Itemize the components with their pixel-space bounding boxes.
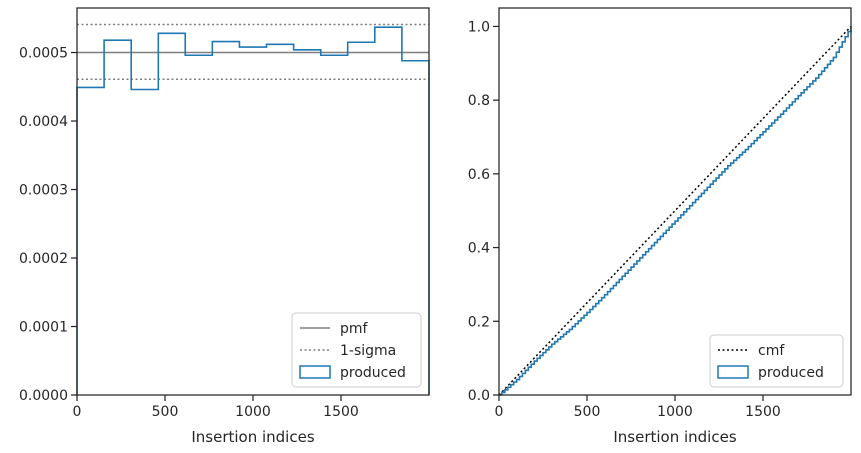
y-tick-label: 0.0004	[19, 114, 68, 130]
legend-label: cmf	[758, 343, 785, 359]
x-tick-label: 1000	[657, 404, 693, 420]
y-tick-label: 0.0002	[19, 251, 68, 267]
produced-cumulative-line	[499, 26, 852, 396]
cmf-line	[498, 25, 852, 396]
y-tick-label: 0.2	[468, 314, 490, 330]
x-axis-label: Insertion indices	[613, 428, 736, 446]
y-tick-label: 0.0003	[19, 183, 68, 199]
y-tick-label: 0.8	[468, 93, 490, 109]
y-tick-label: 0.0005	[19, 46, 68, 62]
legend: cmf produced	[709, 334, 844, 388]
legend: pmf 1-sigma produced	[291, 312, 422, 388]
x-tick-label: 1500	[323, 404, 359, 420]
y-tick-label: 1.0	[468, 19, 490, 35]
y-tick-label: 0.6	[468, 167, 490, 183]
x-tick-label: 1500	[745, 404, 781, 420]
x-tick-label: 500	[574, 404, 601, 420]
y-tick-label: 0.4	[468, 241, 490, 257]
left-chart-panel: 0 500 1000 1500 0.0000 0.0001 0.0002 0.0003 0.00…	[19, 7, 430, 446]
legend-label: 1-sigma	[340, 343, 396, 359]
x-tick-label: 1000	[235, 404, 271, 420]
y-tick-label: 0.0	[468, 388, 490, 404]
legend-label: pmf	[340, 321, 369, 337]
y-tick-label: 0.0001	[19, 320, 68, 336]
legend-swatch-produced	[717, 365, 749, 379]
right-chart-panel: 0 500 1000 1500 0.0 0.2 0.4 0.6 0.8 1.0 Insertion …	[468, 7, 852, 446]
legend-label: produced	[758, 365, 824, 381]
legend-box	[291, 312, 422, 388]
legend-swatch-produced	[299, 365, 331, 379]
x-tick-label: 500	[152, 404, 179, 420]
x-tick-label: 0	[73, 404, 82, 420]
legend-box	[709, 334, 844, 388]
x-tick-label: 0	[495, 404, 504, 420]
produced-histogram	[76, 26, 430, 395]
y-tick-label: 0.0000	[19, 388, 68, 404]
x-axis-label: Insertion indices	[191, 428, 314, 446]
legend-label: produced	[340, 365, 406, 381]
